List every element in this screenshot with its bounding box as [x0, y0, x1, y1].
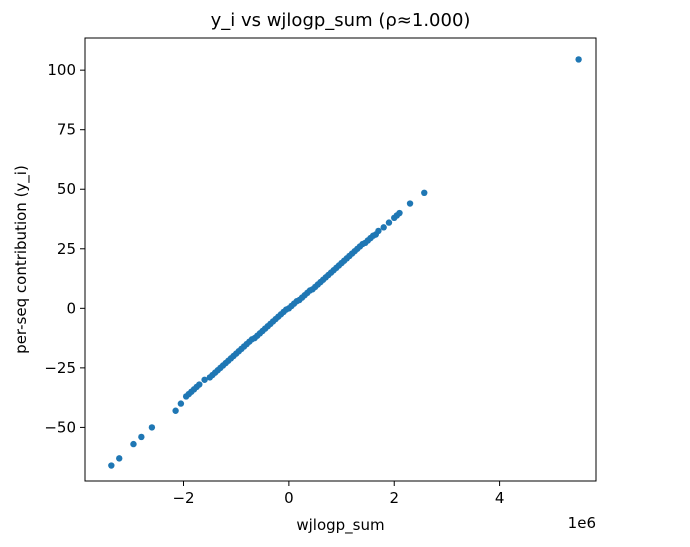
data-point [116, 455, 123, 462]
data-point [201, 376, 208, 383]
data-points [108, 56, 582, 469]
data-point [421, 189, 428, 197]
x-axis-offset-label: 1e6 [568, 514, 596, 532]
y-tick-label: −25 [44, 359, 76, 377]
x-axis-label: wjlogp_sum [296, 516, 384, 535]
data-point [575, 56, 582, 63]
x-tick-label: 4 [495, 489, 505, 507]
data-point [380, 224, 387, 231]
x-tick-label: 2 [389, 489, 399, 507]
x-tick-label: 0 [284, 489, 294, 507]
data-point [108, 462, 115, 469]
data-point [196, 381, 203, 388]
y-tick-label: 50 [57, 180, 76, 198]
data-point [396, 209, 403, 217]
chart-title: y_i vs wjlogp_sum (ρ≈1.000) [211, 10, 471, 31]
data-point [130, 440, 137, 448]
y-axis-label: per-seq contribution (y_i) [12, 165, 31, 354]
data-point [406, 200, 414, 207]
data-point [138, 433, 145, 441]
y-axis-ticks: −50 −25 0 25 50 75 100 [44, 61, 85, 436]
y-tick-label: 100 [47, 61, 76, 79]
x-tick-label: −2 [172, 489, 194, 507]
y-tick-label: 0 [66, 299, 76, 317]
data-point [148, 424, 156, 431]
data-point [385, 219, 393, 226]
data-point [177, 400, 185, 407]
data-point [375, 227, 382, 235]
y-tick-label: 75 [57, 121, 76, 139]
plot-frame [84, 37, 597, 482]
y-tick-label: −50 [44, 418, 76, 436]
y-tick-label: 25 [57, 240, 76, 258]
x-axis-ticks: −2 0 2 4 [172, 481, 504, 507]
data-point [172, 407, 179, 414]
